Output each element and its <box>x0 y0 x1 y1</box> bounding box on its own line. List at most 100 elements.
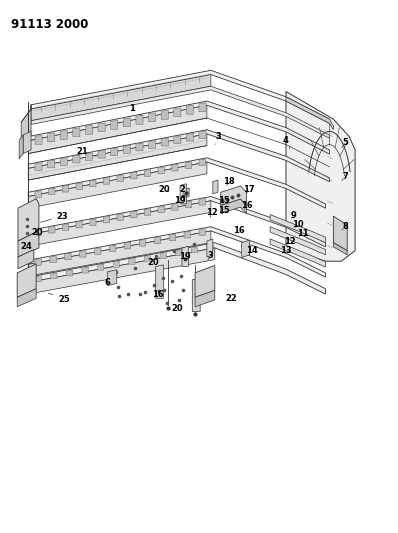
Text: 16: 16 <box>152 290 163 299</box>
Text: 18: 18 <box>223 177 234 186</box>
Text: 11: 11 <box>297 229 308 238</box>
Polygon shape <box>28 201 211 246</box>
Polygon shape <box>186 105 193 114</box>
Polygon shape <box>270 215 326 243</box>
Polygon shape <box>35 135 42 144</box>
Polygon shape <box>148 141 156 148</box>
Text: 25: 25 <box>48 293 70 304</box>
Polygon shape <box>334 216 347 251</box>
Polygon shape <box>172 204 178 210</box>
Text: 14: 14 <box>246 246 258 255</box>
Polygon shape <box>184 231 190 238</box>
Polygon shape <box>90 180 96 187</box>
Polygon shape <box>28 106 207 154</box>
Polygon shape <box>18 232 39 257</box>
Polygon shape <box>136 115 143 124</box>
Polygon shape <box>95 248 101 254</box>
Polygon shape <box>195 265 215 297</box>
Polygon shape <box>144 255 151 262</box>
Text: 15: 15 <box>218 196 230 205</box>
Polygon shape <box>49 188 55 195</box>
Polygon shape <box>111 148 118 156</box>
Polygon shape <box>51 273 57 279</box>
Polygon shape <box>286 92 355 261</box>
Text: 13: 13 <box>280 246 292 255</box>
Polygon shape <box>144 208 151 215</box>
Polygon shape <box>98 123 105 132</box>
Polygon shape <box>195 290 215 307</box>
Polygon shape <box>154 237 160 244</box>
Polygon shape <box>31 70 330 123</box>
Polygon shape <box>131 172 137 179</box>
Polygon shape <box>73 128 80 137</box>
Text: 7: 7 <box>342 172 348 181</box>
Polygon shape <box>148 113 156 122</box>
Polygon shape <box>184 188 189 198</box>
Text: 24: 24 <box>20 242 32 251</box>
Polygon shape <box>139 239 146 246</box>
Text: 23: 23 <box>41 212 68 222</box>
Polygon shape <box>117 214 123 220</box>
Polygon shape <box>192 278 200 312</box>
Text: 9: 9 <box>291 211 297 220</box>
Polygon shape <box>103 177 109 184</box>
Polygon shape <box>176 250 182 256</box>
Polygon shape <box>73 155 80 163</box>
Polygon shape <box>186 133 193 141</box>
Polygon shape <box>98 150 105 158</box>
Text: 3: 3 <box>215 132 221 144</box>
Polygon shape <box>169 234 176 241</box>
Polygon shape <box>185 201 192 208</box>
Polygon shape <box>48 133 55 142</box>
Polygon shape <box>109 245 116 252</box>
Polygon shape <box>35 163 42 171</box>
Polygon shape <box>76 221 82 228</box>
Polygon shape <box>49 227 55 233</box>
Polygon shape <box>199 229 205 235</box>
Text: 20: 20 <box>172 301 183 313</box>
Polygon shape <box>136 143 143 151</box>
Text: 19: 19 <box>179 253 191 262</box>
Polygon shape <box>117 175 123 182</box>
Polygon shape <box>123 118 131 127</box>
Polygon shape <box>28 231 211 276</box>
Polygon shape <box>158 167 164 174</box>
Polygon shape <box>80 251 86 257</box>
Polygon shape <box>60 158 67 165</box>
Polygon shape <box>207 244 213 250</box>
Polygon shape <box>18 199 39 241</box>
Polygon shape <box>221 186 246 206</box>
Polygon shape <box>28 158 326 208</box>
Polygon shape <box>286 97 334 130</box>
Polygon shape <box>199 159 205 166</box>
Polygon shape <box>113 261 119 267</box>
Text: 20: 20 <box>158 184 170 193</box>
Text: 20: 20 <box>31 228 43 237</box>
Polygon shape <box>65 253 71 260</box>
Text: 12: 12 <box>284 237 296 246</box>
Text: 6: 6 <box>104 278 110 287</box>
Text: 10: 10 <box>292 220 304 229</box>
Polygon shape <box>180 184 186 204</box>
Polygon shape <box>31 75 211 120</box>
Polygon shape <box>28 134 207 180</box>
Polygon shape <box>18 249 34 269</box>
Text: 5: 5 <box>342 139 348 148</box>
Text: 19: 19 <box>174 196 186 205</box>
Polygon shape <box>125 242 131 249</box>
Polygon shape <box>111 120 118 129</box>
Polygon shape <box>19 135 23 159</box>
Polygon shape <box>107 270 117 286</box>
Polygon shape <box>103 216 109 223</box>
Polygon shape <box>144 169 151 176</box>
Polygon shape <box>161 138 168 146</box>
Polygon shape <box>66 270 72 276</box>
Text: 17: 17 <box>243 185 254 194</box>
Polygon shape <box>172 164 178 171</box>
Polygon shape <box>31 86 330 138</box>
Polygon shape <box>76 183 82 189</box>
Polygon shape <box>23 131 31 154</box>
Polygon shape <box>174 108 181 117</box>
Polygon shape <box>28 162 207 208</box>
Polygon shape <box>28 243 326 294</box>
